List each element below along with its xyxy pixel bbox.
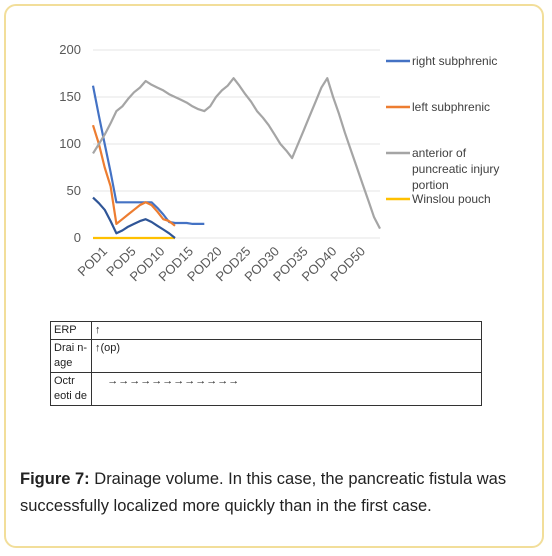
table-row: Drai n- age ↑(op)	[50, 339, 482, 373]
series-line	[91, 124, 176, 227]
legend-label: puncreatic injury	[412, 162, 499, 176]
table-row: Octr eoti de →→→→→→→→→→→→	[50, 372, 482, 406]
row-label-octreotide: Octr eoti de	[50, 372, 92, 406]
y-tick-label: 100	[59, 136, 81, 151]
series-line	[91, 85, 205, 225]
legend-label: left subphrenic	[412, 100, 490, 114]
legend-label: portion	[412, 178, 449, 192]
caption-text: Drainage volume. In this case, the pancr…	[20, 470, 507, 515]
row-content-drainage: ↑(op)	[91, 339, 482, 373]
row-content-octreotide: →→→→→→→→→→→→	[91, 372, 482, 406]
y-tick-label: 150	[59, 89, 81, 104]
x-tick-label: POD1	[74, 244, 110, 280]
y-tick-label: 200	[59, 42, 81, 57]
legend-label: Winslou pouch	[412, 192, 491, 206]
row-content-erp: ↑	[91, 321, 482, 340]
legend-label: right subphrenic	[412, 54, 497, 68]
row-label-drainage: Drai n- age	[50, 339, 92, 373]
series-line	[92, 77, 381, 230]
y-tick-label: 0	[74, 230, 81, 245]
table-row: ERP ↑	[50, 321, 482, 340]
y-tick-label: 50	[67, 183, 81, 198]
drainage-line-chart: 050100150200POD1POD5POD10POD15POD20POD25…	[59, 42, 499, 284]
row-label-erp: ERP	[50, 321, 92, 340]
series-line	[92, 196, 176, 239]
legend-label: anterior of	[412, 146, 467, 160]
figure-caption: Figure 7: Drainage volume. In this case,…	[20, 466, 530, 520]
caption-label: Figure 7:	[20, 470, 90, 488]
treatment-table: ERP ↑ Drai n- age ↑(op) Octr eoti de →→→…	[50, 321, 482, 406]
